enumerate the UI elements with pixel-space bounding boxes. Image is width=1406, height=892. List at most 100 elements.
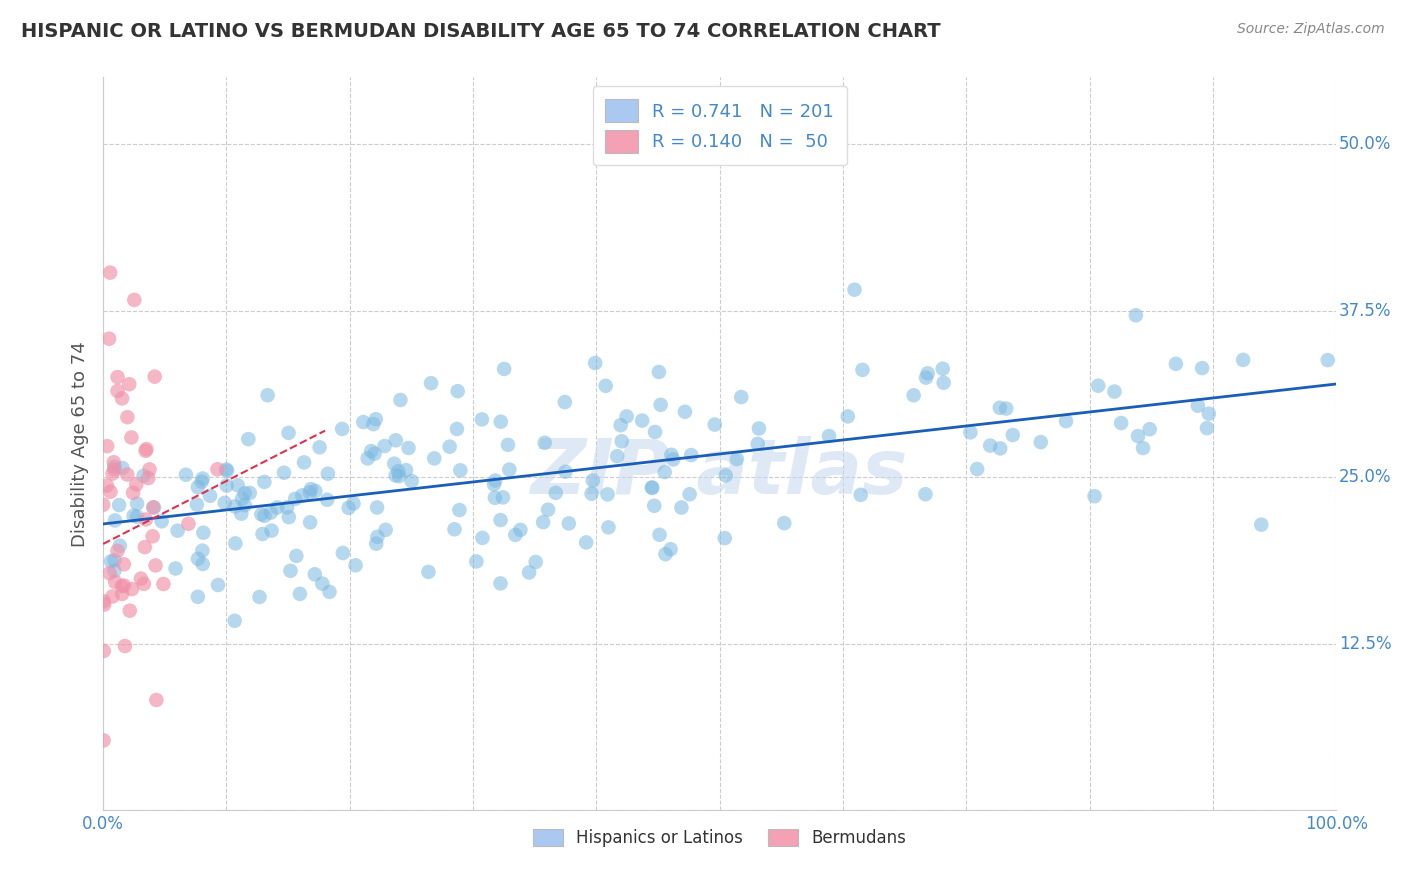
Point xyxy=(103,459,125,474)
Point xyxy=(214,496,236,510)
Point xyxy=(122,485,145,500)
Point xyxy=(374,523,396,537)
Point xyxy=(439,440,461,454)
Point xyxy=(292,455,315,469)
Point xyxy=(1054,414,1077,428)
Point xyxy=(1187,399,1209,413)
Point xyxy=(135,512,157,526)
Point xyxy=(498,462,520,476)
Point xyxy=(631,413,654,427)
Point xyxy=(418,565,440,579)
Point xyxy=(581,486,603,500)
Point xyxy=(995,401,1018,416)
Point xyxy=(224,614,246,628)
Point xyxy=(233,498,256,512)
Point xyxy=(818,429,841,443)
Point xyxy=(224,500,246,514)
Point xyxy=(505,528,527,542)
Point xyxy=(654,547,676,561)
Point xyxy=(107,544,129,558)
Point xyxy=(673,405,696,419)
Point xyxy=(299,516,322,530)
Point xyxy=(308,440,330,454)
Point xyxy=(96,478,118,492)
Point xyxy=(96,439,118,453)
Point xyxy=(489,513,512,527)
Point xyxy=(449,503,471,517)
Point xyxy=(582,474,605,488)
Point xyxy=(93,594,115,608)
Point xyxy=(382,457,405,471)
Point xyxy=(494,362,516,376)
Point xyxy=(100,484,122,499)
Point xyxy=(1087,378,1109,392)
Point xyxy=(482,477,505,491)
Point xyxy=(121,582,143,596)
Point xyxy=(107,384,129,398)
Point xyxy=(524,555,547,569)
Point xyxy=(959,425,981,440)
Text: 50.0%: 50.0% xyxy=(1339,135,1391,153)
Point xyxy=(135,442,157,456)
Point xyxy=(747,437,769,451)
Point xyxy=(277,425,299,440)
Point xyxy=(662,452,685,467)
Point xyxy=(465,554,488,568)
Point xyxy=(644,425,666,439)
Point xyxy=(277,510,299,524)
Point xyxy=(120,430,142,444)
Point xyxy=(484,491,506,505)
Point xyxy=(298,485,321,500)
Point xyxy=(395,463,418,477)
Point xyxy=(544,486,567,500)
Point xyxy=(509,523,531,537)
Point xyxy=(1126,429,1149,443)
Point xyxy=(108,539,131,553)
Point xyxy=(851,363,873,377)
Point xyxy=(316,467,339,481)
Point xyxy=(249,590,271,604)
Point xyxy=(138,462,160,476)
Point xyxy=(389,392,412,407)
Point xyxy=(318,585,340,599)
Point xyxy=(238,432,260,446)
Point xyxy=(366,500,388,515)
Point xyxy=(118,377,141,392)
Point xyxy=(127,497,149,511)
Point xyxy=(988,442,1011,456)
Point xyxy=(198,489,221,503)
Point xyxy=(443,522,465,536)
Point xyxy=(1132,441,1154,455)
Point xyxy=(1232,352,1254,367)
Point xyxy=(575,535,598,549)
Point xyxy=(388,469,411,483)
Point xyxy=(932,376,955,390)
Point xyxy=(187,551,209,566)
Point xyxy=(641,480,664,494)
Point xyxy=(166,524,188,538)
Point xyxy=(260,524,283,538)
Point xyxy=(332,546,354,560)
Point xyxy=(1104,384,1126,399)
Point xyxy=(849,488,872,502)
Point xyxy=(122,508,145,523)
Text: 25.0%: 25.0% xyxy=(1339,468,1391,486)
Point xyxy=(1316,353,1339,368)
Point xyxy=(357,451,380,466)
Point xyxy=(215,478,238,492)
Point xyxy=(288,587,311,601)
Point xyxy=(360,444,382,458)
Point xyxy=(471,531,494,545)
Point xyxy=(145,693,167,707)
Text: HISPANIC OR LATINO VS BERMUDAN DISABILITY AGE 65 TO 74 CORRELATION CHART: HISPANIC OR LATINO VS BERMUDAN DISABILIT… xyxy=(21,22,941,41)
Point xyxy=(489,576,512,591)
Point xyxy=(641,481,664,495)
Point xyxy=(107,370,129,384)
Point xyxy=(659,542,682,557)
Point xyxy=(224,536,246,550)
Text: 37.5%: 37.5% xyxy=(1339,301,1391,319)
Point xyxy=(191,471,214,485)
Point xyxy=(142,500,165,515)
Point xyxy=(136,471,159,485)
Point xyxy=(671,500,693,515)
